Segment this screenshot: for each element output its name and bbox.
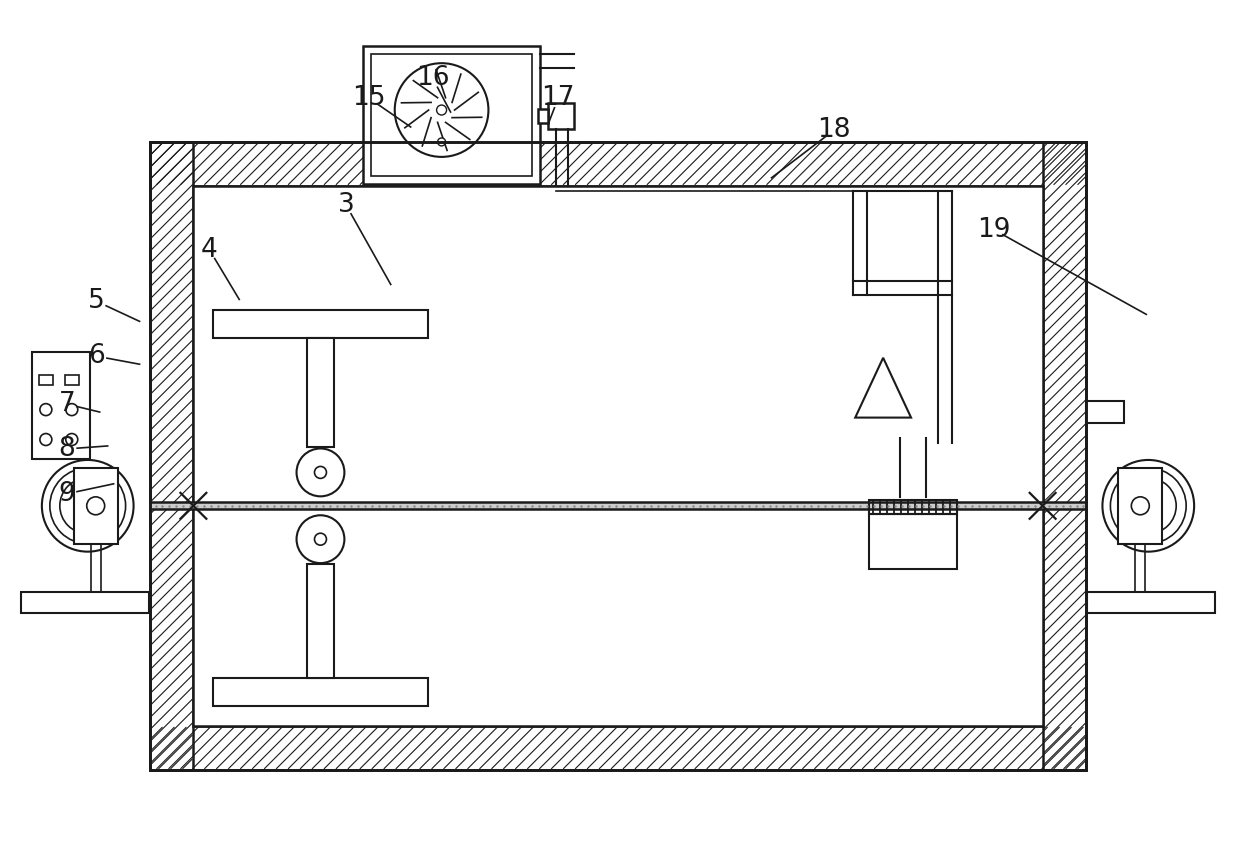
Text: 19: 19: [977, 216, 1011, 242]
Circle shape: [50, 468, 125, 544]
Circle shape: [394, 64, 489, 157]
Circle shape: [436, 105, 446, 115]
Bar: [64, 375, 79, 385]
Circle shape: [296, 448, 345, 497]
Text: 5: 5: [88, 289, 105, 314]
Text: 15: 15: [352, 85, 386, 111]
Bar: [73, 468, 118, 544]
Text: 4: 4: [201, 236, 218, 263]
Text: 9: 9: [58, 481, 76, 507]
Circle shape: [66, 434, 78, 446]
Bar: [150, 142, 1086, 186]
Circle shape: [1102, 460, 1194, 551]
Bar: [306, 338, 335, 448]
Text: 8: 8: [58, 436, 76, 462]
Bar: [213, 310, 428, 338]
Circle shape: [296, 515, 345, 564]
Bar: [213, 679, 428, 706]
Bar: [150, 142, 1086, 770]
Polygon shape: [856, 358, 911, 417]
Bar: [150, 503, 1086, 509]
Bar: [1043, 142, 1086, 770]
Circle shape: [1121, 478, 1177, 533]
Bar: [150, 142, 193, 770]
Bar: [363, 46, 541, 184]
Bar: [1087, 592, 1215, 613]
Bar: [150, 726, 1086, 770]
Circle shape: [66, 404, 78, 416]
Text: 6: 6: [88, 344, 105, 369]
Bar: [1118, 468, 1162, 544]
Bar: [193, 186, 1043, 726]
Bar: [869, 515, 957, 570]
Circle shape: [87, 497, 104, 515]
Bar: [538, 109, 548, 123]
Bar: [1086, 400, 1125, 423]
Circle shape: [315, 533, 326, 545]
Bar: [32, 352, 89, 460]
Bar: [548, 103, 574, 129]
Circle shape: [1110, 468, 1187, 544]
Bar: [869, 500, 957, 515]
Circle shape: [40, 404, 52, 416]
Circle shape: [315, 466, 326, 478]
Circle shape: [1131, 497, 1149, 515]
Circle shape: [438, 138, 445, 146]
Circle shape: [40, 434, 52, 446]
Bar: [306, 564, 335, 679]
Bar: [371, 54, 532, 176]
Text: 16: 16: [415, 65, 449, 91]
Bar: [38, 375, 53, 385]
Text: 18: 18: [817, 117, 851, 143]
Text: 7: 7: [58, 391, 76, 417]
Circle shape: [60, 478, 115, 533]
Text: 3: 3: [337, 192, 355, 217]
Bar: [21, 592, 149, 613]
Circle shape: [42, 460, 134, 551]
Text: 17: 17: [542, 85, 575, 111]
